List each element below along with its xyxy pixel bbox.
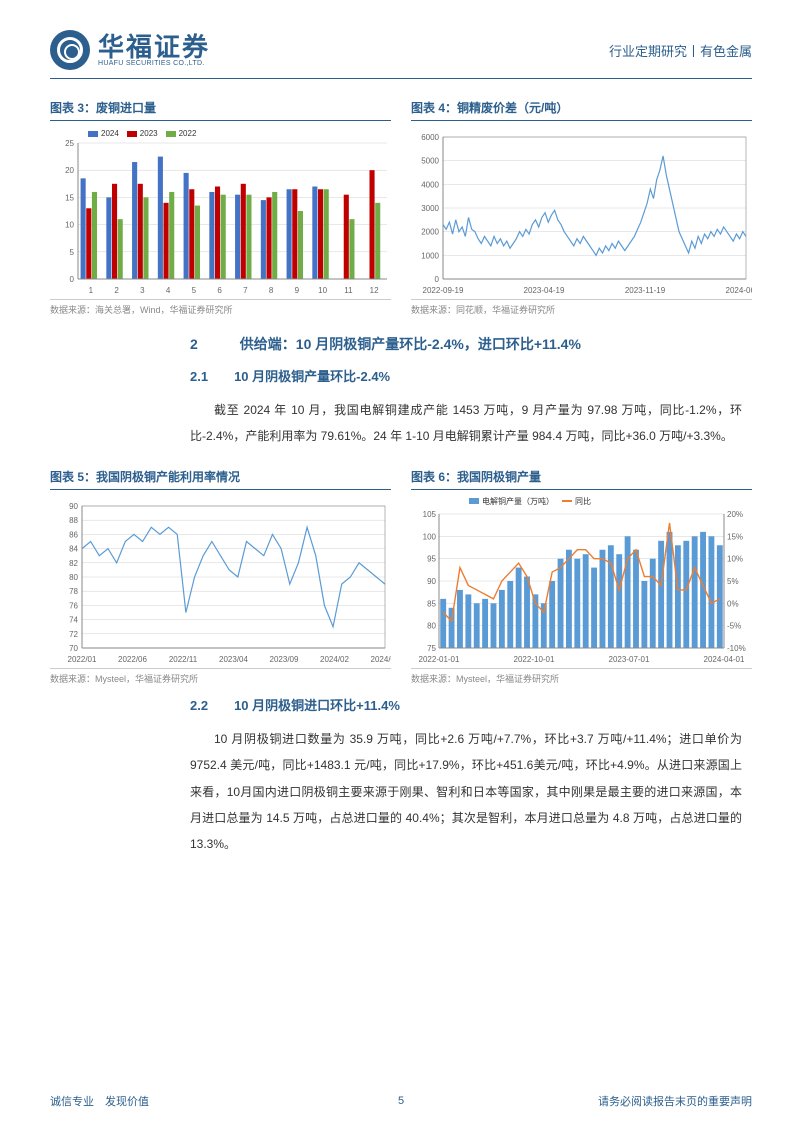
svg-text:20: 20 bbox=[65, 166, 74, 175]
section-2-1-paragraph: 截至 2024 年 10 月，我国电解铜建成产能 1453 万吨，9 月产量为 … bbox=[190, 397, 742, 450]
svg-text:11: 11 bbox=[344, 286, 353, 295]
svg-text:105: 105 bbox=[423, 510, 437, 519]
svg-text:95: 95 bbox=[427, 554, 436, 563]
svg-text:4: 4 bbox=[166, 286, 171, 295]
svg-text:-5%: -5% bbox=[727, 621, 741, 630]
svg-text:84: 84 bbox=[69, 544, 78, 553]
footer-left: 诚信专业 发现价值 bbox=[50, 1093, 149, 1109]
section-2-2-heading: 2.2 10 月阴极铜进口环比+11.4% bbox=[190, 695, 752, 714]
svg-text:82: 82 bbox=[69, 559, 78, 568]
chart-3-source: 数据来源：海关总署，Wind，华福证券研究所 bbox=[50, 299, 391, 316]
svg-text:10: 10 bbox=[318, 286, 327, 295]
svg-text:2022/11: 2022/11 bbox=[169, 655, 198, 664]
svg-text:6000: 6000 bbox=[421, 133, 439, 142]
svg-text:2024-06-19: 2024-06-19 bbox=[726, 286, 752, 295]
chart-6-title: 图表 6：我国阴极铜产量 bbox=[411, 468, 752, 490]
svg-text:2024-04-01: 2024-04-01 bbox=[704, 655, 745, 664]
svg-text:78: 78 bbox=[69, 587, 78, 596]
svg-text:80: 80 bbox=[427, 621, 436, 630]
svg-text:74: 74 bbox=[69, 615, 78, 624]
page-number: 5 bbox=[398, 1095, 404, 1107]
svg-text:3000: 3000 bbox=[421, 204, 439, 213]
svg-text:2022-01-01: 2022-01-01 bbox=[419, 655, 460, 664]
chart-3-title: 图表 3：废铜进口量 bbox=[50, 99, 391, 121]
svg-text:0: 0 bbox=[70, 275, 75, 284]
svg-text:85: 85 bbox=[427, 599, 436, 608]
svg-text:2022-10-01: 2022-10-01 bbox=[514, 655, 555, 664]
svg-text:90: 90 bbox=[427, 577, 436, 586]
svg-text:86: 86 bbox=[69, 530, 78, 539]
chart-3-canvas: 0510152025123456789101112202420232022 bbox=[50, 127, 391, 297]
svg-text:76: 76 bbox=[69, 601, 78, 610]
chart-5-canvas: 70 72 74 76 78 80 82 84 86 88 90 2022/01 2022/06 2022… bbox=[50, 496, 391, 666]
company-name-en: HUAFU SECURITIES CO.,LTD. bbox=[98, 60, 210, 67]
svg-text:2023-04-19: 2023-04-19 bbox=[524, 286, 565, 295]
svg-text:6: 6 bbox=[217, 286, 222, 295]
footer-right: 请务必阅读报告末页的重要声明 bbox=[598, 1093, 752, 1109]
chart-5-source: 数据来源：Mysteel，华福证券研究所 bbox=[50, 668, 391, 685]
svg-text:3: 3 bbox=[140, 286, 145, 295]
chart-5-title: 图表 5：我国阴极铜产能利用率情况 bbox=[50, 468, 391, 490]
svg-text:12: 12 bbox=[370, 286, 379, 295]
svg-text:2023-07-01: 2023-07-01 bbox=[609, 655, 650, 664]
svg-text:2022-09-19: 2022-09-19 bbox=[423, 286, 464, 295]
svg-text:100: 100 bbox=[423, 532, 437, 541]
svg-text:2024/02: 2024/02 bbox=[320, 655, 349, 664]
svg-text:2024/07: 2024/07 bbox=[371, 655, 391, 664]
svg-text:2023/09: 2023/09 bbox=[270, 655, 299, 664]
page-header: 华福证券 HUAFU SECURITIES CO.,LTD. 行业定期研究丨有色… bbox=[50, 30, 752, 79]
chart-6-source: 数据来源：Mysteel，华福证券研究所 bbox=[411, 668, 752, 685]
svg-text:15: 15 bbox=[65, 193, 74, 202]
company-logo-icon bbox=[50, 30, 90, 70]
logo-block: 华福证券 HUAFU SECURITIES CO.,LTD. bbox=[50, 30, 210, 70]
svg-text:2023/04: 2023/04 bbox=[219, 655, 248, 664]
svg-text:7: 7 bbox=[243, 286, 248, 295]
svg-text:9: 9 bbox=[295, 286, 300, 295]
svg-text:5: 5 bbox=[70, 248, 75, 257]
svg-text:2022/01: 2022/01 bbox=[68, 655, 97, 664]
svg-text:15%: 15% bbox=[727, 532, 743, 541]
chart-3-block: 图表 3：废铜进口量 05101520251234567891011122024… bbox=[50, 99, 391, 316]
svg-text:5%: 5% bbox=[727, 577, 739, 586]
svg-text:0%: 0% bbox=[727, 599, 739, 608]
svg-text:5: 5 bbox=[192, 286, 197, 295]
svg-text:2: 2 bbox=[114, 286, 119, 295]
chart-4-block: 图表 4：铜精废价差（元/吨） 0 1000 2000 3000 4000 5000 600… bbox=[411, 99, 752, 316]
chart-4-canvas: 0 1000 2000 3000 4000 5000 6000 2022-09-19 2023-… bbox=[411, 127, 752, 297]
svg-text:88: 88 bbox=[69, 516, 78, 525]
svg-text:90: 90 bbox=[69, 502, 78, 511]
chart-6-canvas: 75 80 85 90 95 100 105 -10% -5% 0% 5% 10% 15% 20% 2022… bbox=[411, 496, 752, 666]
chart-5-block: 图表 5：我国阴极铜产能利用率情况 70 72 74 76 78 80 82 84 86 88 90… bbox=[50, 468, 391, 685]
chart-4-source: 数据来源：同花顺，华福证券研究所 bbox=[411, 299, 752, 316]
page-footer: 诚信专业 发现价值 5 请务必阅读报告末页的重要声明 bbox=[50, 1093, 752, 1109]
svg-text:2022/06: 2022/06 bbox=[118, 655, 147, 664]
svg-text:2000: 2000 bbox=[421, 228, 439, 237]
svg-text:1: 1 bbox=[89, 286, 94, 295]
section-2-heading: 2 供给端：10 月阴极铜产量环比-2.4%，进口环比+11.4% bbox=[190, 334, 752, 354]
section-2-1-heading: 2.1 10 月阴极铜产量环比-2.4% bbox=[190, 366, 752, 385]
svg-text:8: 8 bbox=[269, 286, 274, 295]
svg-text:80: 80 bbox=[69, 573, 78, 582]
section-2-2-paragraph: 10 月阴极铜进口数量为 35.9 万吨，同比+2.6 万吨/+7.7%，环比+… bbox=[190, 726, 742, 858]
chart-6-block: 图表 6：我国阴极铜产量 75 80 85 90 95 100 105 -10% -5% 0% 5%… bbox=[411, 468, 752, 685]
svg-text:72: 72 bbox=[69, 630, 78, 639]
svg-text:25: 25 bbox=[65, 139, 74, 148]
svg-text:10: 10 bbox=[65, 221, 74, 230]
svg-text:2023-11-19: 2023-11-19 bbox=[625, 286, 666, 295]
svg-text:-10%: -10% bbox=[727, 644, 746, 653]
svg-text:4000: 4000 bbox=[421, 180, 439, 189]
company-name-cn: 华福证券 bbox=[98, 34, 210, 60]
header-category: 行业定期研究丨有色金属 bbox=[609, 41, 752, 60]
svg-text:70: 70 bbox=[69, 644, 78, 653]
svg-text:75: 75 bbox=[427, 644, 436, 653]
svg-text:10%: 10% bbox=[727, 554, 743, 563]
svg-text:0: 0 bbox=[435, 275, 440, 284]
svg-text:20%: 20% bbox=[727, 510, 743, 519]
svg-text:1000: 1000 bbox=[421, 251, 439, 260]
svg-text:5000: 5000 bbox=[421, 157, 439, 166]
chart-4-title: 图表 4：铜精废价差（元/吨） bbox=[411, 99, 752, 121]
